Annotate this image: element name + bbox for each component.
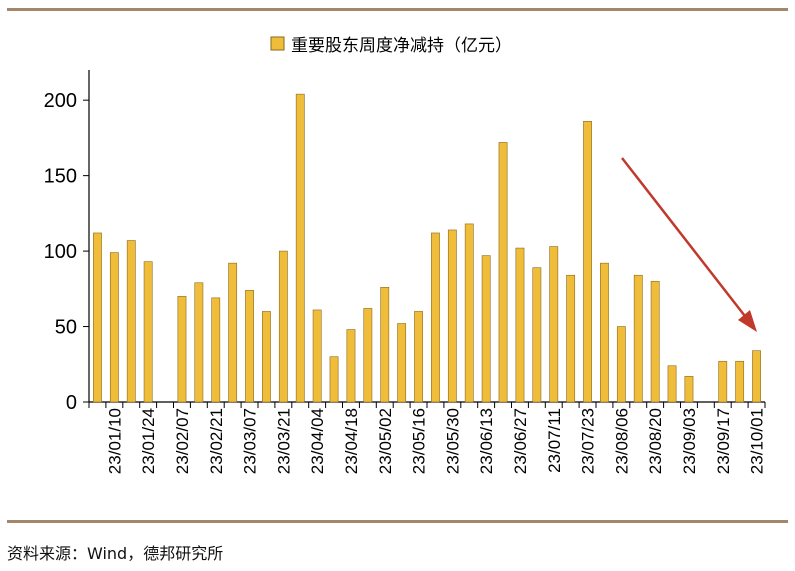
x-tick-label: 23/03/21: [274, 408, 293, 474]
y-tick-label: 100: [44, 241, 77, 263]
bar-chart: 重要股东周度净减持（亿元） 23/01/10 23/01/24 23/02/07 23…: [44, 36, 767, 474]
bar: [718, 360, 728, 403]
bar: [532, 267, 542, 403]
x-tick-label: 23/09/03: [680, 408, 699, 474]
bar: [126, 240, 136, 403]
y-tick-label: 150: [44, 166, 77, 188]
bar: [295, 93, 305, 403]
bar: [380, 287, 390, 403]
arrow-head: [738, 310, 757, 332]
bar: [583, 121, 592, 403]
x-tick-label: 23/08/06: [612, 408, 631, 474]
bar: [752, 350, 761, 403]
y-tick-label: 50: [55, 317, 77, 339]
y-tick-label: 200: [44, 90, 77, 112]
bar: [498, 142, 508, 403]
x-tick-label: 23/05/16: [410, 408, 429, 474]
bar: [363, 308, 373, 403]
bar: [566, 274, 576, 403]
bar: [650, 280, 660, 403]
x-tick-label: 23/02/21: [207, 408, 226, 474]
x-tick-label: 23/01/10: [105, 408, 124, 474]
bar: [616, 326, 626, 403]
bar: [735, 360, 745, 403]
arrow-shaft: [621, 157, 749, 321]
x-tick-label: 23/07/23: [579, 408, 598, 474]
x-tick-label: 23/02/07: [173, 408, 192, 474]
bottom-divider: [7, 520, 788, 523]
bar: [414, 311, 423, 403]
legend-swatch: [270, 36, 285, 51]
x-tick-label: 23/08/20: [646, 408, 665, 474]
x-tick-label: 23/04/18: [342, 408, 361, 474]
bar: [278, 250, 288, 403]
x-tick-label: 23/07/11: [545, 408, 564, 473]
x-tick-label: 23/06/13: [477, 408, 496, 474]
source-note: 资料来源：Wind，德邦研究所: [7, 544, 224, 563]
bar: [346, 329, 356, 403]
x-tick-label: 23/09/17: [714, 408, 733, 474]
bar: [464, 223, 474, 403]
bar: [515, 247, 525, 403]
bar: [397, 323, 407, 403]
bars: [93, 93, 761, 403]
trend-arrow: [621, 157, 757, 332]
bar: [481, 255, 491, 403]
bar: [228, 262, 238, 403]
bar: [211, 297, 221, 403]
bar: [600, 262, 609, 403]
bar: [667, 365, 677, 403]
bar: [109, 252, 119, 403]
x-tick-labels: 23/01/10 23/01/24 23/02/07 23/02/21 23/03/07…: [105, 408, 766, 474]
bar: [329, 356, 339, 403]
bar: [447, 229, 457, 403]
bar: [431, 232, 440, 403]
bar: [177, 296, 187, 403]
bar: [549, 246, 559, 403]
x-tick-label: 23/05/02: [376, 408, 395, 474]
bar: [194, 282, 204, 403]
x-tick-label: 23/06/27: [511, 408, 530, 474]
bar: [633, 274, 643, 403]
bar: [312, 309, 322, 403]
x-tick-label: 23/04/04: [308, 408, 327, 474]
legend-label: 重要股东周度净减持（亿元）: [291, 36, 512, 56]
bar: [93, 232, 102, 403]
top-divider: [7, 8, 788, 11]
x-tick-label: 23/01/24: [139, 408, 158, 474]
y-tick-labels: 0 50 100 150 200: [44, 90, 77, 414]
bar: [684, 376, 694, 403]
x-tick-label: 23/05/30: [443, 408, 462, 474]
legend: 重要股东周度净减持（亿元）: [270, 36, 512, 56]
bar: [245, 290, 254, 403]
x-tick-label: 23/10/01: [748, 408, 767, 474]
bar: [143, 261, 153, 403]
x-tick-label: 23/03/07: [241, 408, 260, 474]
y-tick-label: 0: [66, 392, 77, 414]
bar: [262, 311, 271, 403]
